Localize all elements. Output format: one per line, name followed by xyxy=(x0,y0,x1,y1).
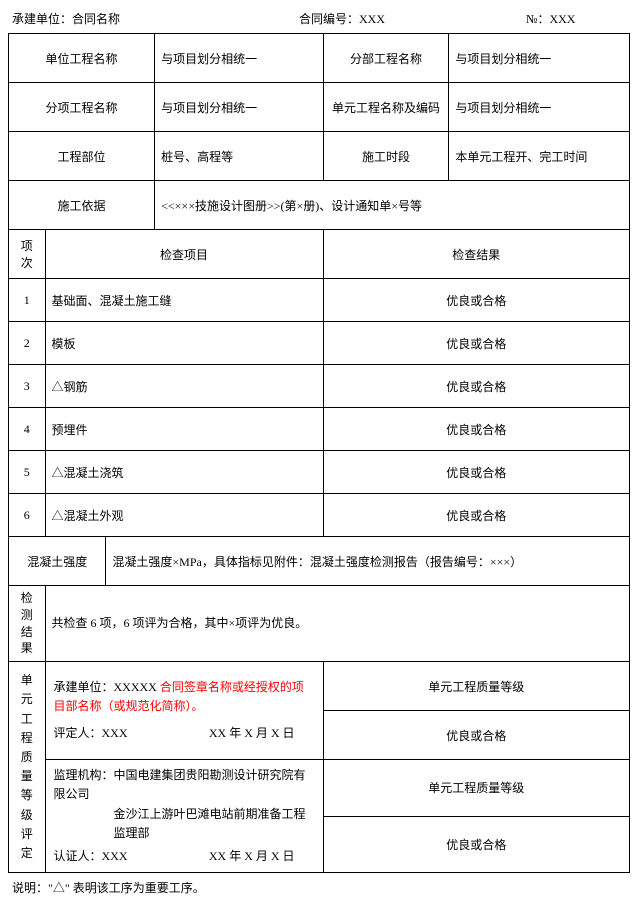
contract-no-value: XXX xyxy=(359,12,385,26)
eval-builder-assessor: 评定人：XXX xyxy=(54,724,209,743)
main-table: 单位工程名称 与项目划分相统一 分部工程名称 与项目划分相统一 分项工程名称 与… xyxy=(8,33,630,873)
check-seq: 3 xyxy=(9,365,46,408)
info-r4-label: 施工依据 xyxy=(9,181,155,230)
eval-grade-label-2: 单元工程质量等级 xyxy=(323,760,629,816)
check-row-4: 4 预埋件 优良或合格 xyxy=(9,408,630,451)
info-r2c1-value: 与项目划分相统一 xyxy=(155,83,323,132)
eval-grade-label-1: 单元工程质量等级 xyxy=(323,662,629,711)
check-result: 优良或合格 xyxy=(323,279,629,322)
check-header-seq: 项次 xyxy=(9,230,46,279)
check-item: 基础面、混凝土施工缝 xyxy=(45,279,323,322)
info-r3c1-value: 桩号、高程等 xyxy=(155,132,323,181)
info-r1c1-label: 单位工程名称 xyxy=(9,34,155,83)
check-seq: 2 xyxy=(9,322,46,365)
seq-value: XXX xyxy=(549,12,575,26)
check-header-result: 检查结果 xyxy=(323,230,629,279)
strength-value: 混凝土强度×MPa，具体指标见附件：混凝土强度检测报告（报告编号：×××） xyxy=(106,537,630,586)
eval-grade-value-1: 优良或合格 xyxy=(323,711,629,760)
header-seq: №：XXX xyxy=(526,10,626,27)
check-row-3: 3 △钢筋 优良或合格 xyxy=(9,365,630,408)
info-r3c2-label: 施工时段 xyxy=(323,132,449,181)
header-builder: 承建单位：合同名称 xyxy=(12,10,239,27)
info-r1c1-value: 与项目划分相统一 xyxy=(155,34,323,83)
check-row-2: 2 模板 优良或合格 xyxy=(9,322,630,365)
contract-no-label: 合同编号： xyxy=(299,12,359,26)
check-result: 优良或合格 xyxy=(323,408,629,451)
info-row-1: 单位工程名称 与项目划分相统一 分部工程名称 与项目划分相统一 xyxy=(9,34,630,83)
eval-supervisor-date: XX 年 X 月 X 日 xyxy=(209,847,315,866)
check-result: 优良或合格 xyxy=(323,494,629,537)
eval-builder-line1: 承建单位：XXXXX xyxy=(54,680,160,694)
eval-builder-block: 承建单位：XXXXX 合同签章名称或经授权的项目部名称（或规范化简称）。 评定人… xyxy=(45,662,323,760)
info-r2c2-value: 与项目划分相统一 xyxy=(449,83,630,132)
info-r3c2-value: 本单元工程开、完工时间 xyxy=(449,132,630,181)
check-seq: 4 xyxy=(9,408,46,451)
check-row-5: 5 △混凝土浇筑 优良或合格 xyxy=(9,451,630,494)
info-r1c2-label: 分部工程名称 xyxy=(323,34,449,83)
detection-row: 检测结果 共检查 6 项，6 项评为合格，其中×项评为优良。 xyxy=(9,586,630,662)
check-row-1: 1 基础面、混凝土施工缝 优良或合格 xyxy=(9,279,630,322)
info-row-3: 工程部位 桩号、高程等 施工时段 本单元工程开、完工时间 xyxy=(9,132,630,181)
header-line: 承建单位：合同名称 合同编号：XXX №：XXX xyxy=(8,8,630,33)
check-seq: 1 xyxy=(9,279,46,322)
check-item: 预埋件 xyxy=(45,408,323,451)
eval-supervisor-line1: 监理机构：中国电建集团贵阳勘测设计研究院有限公司 xyxy=(54,766,315,804)
check-header-row: 项次 检查项目 检查结果 xyxy=(9,230,630,279)
info-r3c1-label: 工程部位 xyxy=(9,132,155,181)
info-r4-value: <<×××技施设计图册>>(第×册)、设计通知单×号等 xyxy=(155,181,630,230)
eval-builder-row-1: 单元工程质量等级评定 承建单位：XXXXX 合同签章名称或经授权的项目部名称（或… xyxy=(9,662,630,711)
check-item: △混凝土外观 xyxy=(45,494,323,537)
eval-supervisor-certifier: 认证人：XXX xyxy=(54,847,209,866)
strength-row: 混凝土强度 混凝土强度×MPa，具体指标见附件：混凝土强度检测报告（报告编号：×… xyxy=(9,537,630,586)
builder-label: 承建单位： xyxy=(12,12,72,26)
check-item: 模板 xyxy=(45,322,323,365)
check-header-item: 检查项目 xyxy=(45,230,323,279)
info-row-2: 分项工程名称 与项目划分相统一 单元工程名称及编码 与项目划分相统一 xyxy=(9,83,630,132)
eval-supervisor-row-1: 监理机构：中国电建集团贵阳勘测设计研究院有限公司 金沙江上游叶巴滩电站前期准备工… xyxy=(9,760,630,816)
detection-label: 检测结果 xyxy=(9,586,46,662)
eval-supervisor-block: 监理机构：中国电建集团贵阳勘测设计研究院有限公司 金沙江上游叶巴滩电站前期准备工… xyxy=(45,760,323,873)
check-item: △钢筋 xyxy=(45,365,323,408)
footnote: 说明："△" 表明该工序为重要工序。 xyxy=(8,873,630,902)
check-item: △混凝土浇筑 xyxy=(45,451,323,494)
eval-grade-value-2: 优良或合格 xyxy=(323,816,629,872)
check-row-6: 6 △混凝土外观 优良或合格 xyxy=(9,494,630,537)
check-seq: 5 xyxy=(9,451,46,494)
eval-supervisor-line2: 金沙江上游叶巴滩电站前期准备工程监理部 xyxy=(54,805,315,843)
detection-value: 共检查 6 项，6 项评为合格，其中×项评为优良。 xyxy=(45,586,629,662)
header-contract: 合同编号：XXX xyxy=(239,10,526,27)
check-seq: 6 xyxy=(9,494,46,537)
info-r2c2-label: 单元工程名称及编码 xyxy=(323,83,449,132)
info-r2c1-label: 分项工程名称 xyxy=(9,83,155,132)
eval-builder-date: XX 年 X 月 X 日 xyxy=(209,724,315,743)
info-row-4: 施工依据 <<×××技施设计图册>>(第×册)、设计通知单×号等 xyxy=(9,181,630,230)
check-result: 优良或合格 xyxy=(323,451,629,494)
strength-label: 混凝土强度 xyxy=(9,537,106,586)
check-result: 优良或合格 xyxy=(323,365,629,408)
seq-label: №： xyxy=(526,12,549,26)
check-result: 优良或合格 xyxy=(323,322,629,365)
info-r1c2-value: 与项目划分相统一 xyxy=(449,34,630,83)
builder-value: 合同名称 xyxy=(72,12,120,26)
